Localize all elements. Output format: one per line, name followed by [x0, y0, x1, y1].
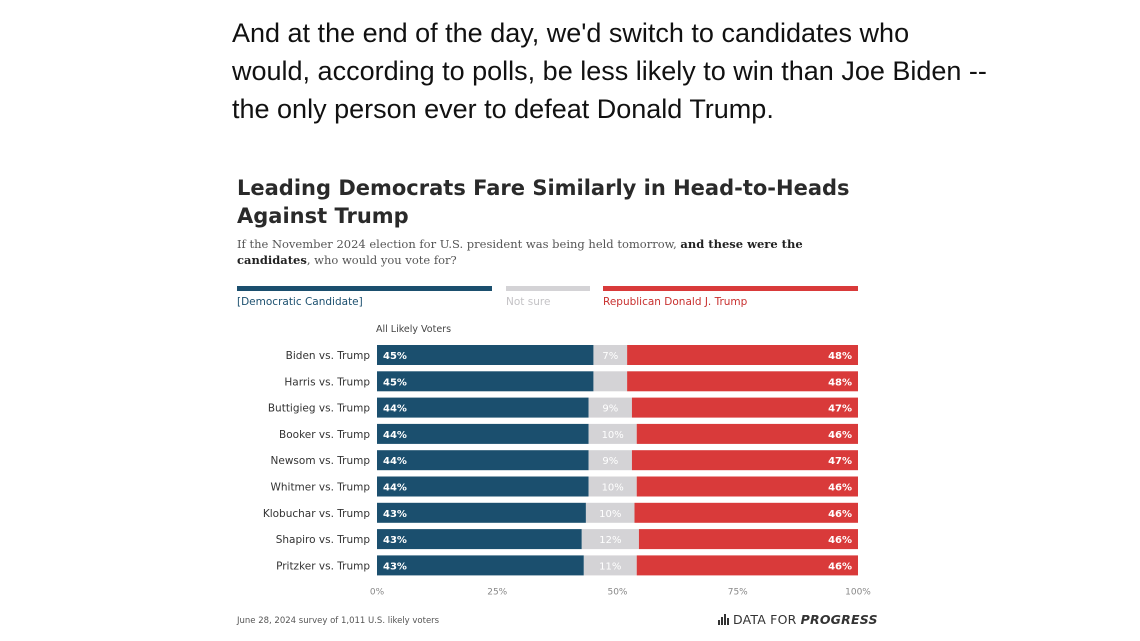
value-label-dem: 43%	[383, 561, 407, 572]
value-label-notsure: 10%	[602, 483, 624, 494]
legend-swatch-rep	[603, 286, 858, 291]
subtitle-part-3: , who would you vote for?	[306, 253, 457, 267]
value-label-dem: 45%	[383, 377, 407, 388]
survey-footnote: June 28, 2024 survey of 1,011 U.S. likel…	[237, 616, 440, 626]
subtitle-part-1: If the November 2024 election for U.S. p…	[237, 237, 681, 251]
value-label-dem: 44%	[383, 483, 407, 494]
value-label-rep: 46%	[828, 430, 852, 441]
group-label: All Likely Voters	[376, 324, 452, 335]
value-label-rep: 47%	[828, 404, 852, 415]
intro-paragraph: And at the end of the day, we'd switch t…	[232, 18, 987, 124]
bar-rep	[627, 371, 858, 392]
bar-dem	[377, 423, 589, 444]
value-label-rep: 46%	[828, 483, 852, 494]
brand-text-1: DATA FOR	[733, 612, 801, 627]
row-label: Pritzker vs. Trump	[276, 560, 370, 572]
value-label-notsure: 10%	[602, 430, 624, 441]
bar-notsure	[588, 476, 637, 497]
x-tick-label: 0%	[370, 587, 385, 597]
value-label-dem: 43%	[383, 535, 407, 546]
brand-logo: DATA FOR PROGRESS	[718, 612, 878, 628]
bar-notsure	[581, 529, 639, 550]
bar-notsure	[588, 450, 632, 471]
legend-label-rep: Republican Donald J. Trump	[603, 296, 748, 308]
x-tick-label: 50%	[607, 587, 627, 597]
brand-text-2: PROGRESS	[800, 612, 878, 627]
bar-rep	[631, 450, 858, 471]
value-label-rep: 46%	[828, 509, 852, 520]
row-label: Booker vs. Trump	[279, 429, 370, 441]
x-tick-label: 25%	[487, 587, 507, 597]
legend-label-notsure: Not sure	[506, 296, 551, 308]
value-label-rep: 46%	[828, 561, 852, 572]
x-tick-label: 75%	[728, 587, 748, 597]
bar-notsure	[588, 397, 632, 418]
x-tick-label: 100%	[845, 587, 871, 597]
value-label-notsure: 10%	[599, 509, 621, 520]
value-label-rep: 46%	[828, 535, 852, 546]
value-label-rep: 47%	[828, 456, 852, 467]
value-label-notsure: 7%	[602, 351, 618, 362]
subtitle-part-2: and these were the candidates	[237, 237, 803, 267]
value-label-dem: 43%	[383, 509, 407, 520]
bar-dem	[377, 371, 594, 392]
bar-rep	[636, 555, 858, 576]
bar-notsure	[588, 423, 637, 444]
value-label-notsure: 12%	[599, 535, 621, 546]
row-label: Shapiro vs. Trump	[276, 534, 371, 546]
legend-swatch-dem	[237, 286, 492, 291]
bar-dem	[377, 529, 582, 550]
row-label: Whitmer vs. Trump	[270, 482, 370, 494]
legend-swatch-notsure	[506, 286, 590, 291]
row-label: Newsom vs. Trump	[271, 455, 371, 467]
bar-notsure	[583, 555, 637, 576]
value-label-dem: 45%	[383, 351, 407, 362]
bar-rep	[631, 397, 858, 418]
bar-dem	[377, 502, 586, 523]
value-label-notsure: 11%	[599, 561, 621, 572]
bar-dem	[377, 555, 584, 576]
bar-rep	[638, 529, 858, 550]
row-label: Klobuchar vs. Trump	[263, 508, 370, 520]
bar-rep	[636, 476, 858, 497]
bar-rep	[636, 423, 858, 444]
bar-dem	[377, 397, 589, 418]
bar-rep	[627, 345, 858, 365]
bar-dem	[377, 476, 589, 497]
bar-notsure	[585, 502, 635, 523]
bar-notsure	[593, 345, 628, 365]
value-label-dem: 44%	[383, 456, 407, 467]
value-label-notsure: 9%	[602, 456, 618, 467]
bar-dem	[377, 450, 589, 471]
bar-dem	[377, 345, 594, 365]
row-label: Harris vs. Trump	[284, 376, 370, 388]
chart-title: Leading Democrats Fare Similarly in Head…	[237, 176, 850, 228]
legend-label-dem: [Democratic Candidate]	[237, 296, 363, 308]
bar-notsure	[593, 371, 628, 392]
bar-chart-logo-icon	[718, 613, 730, 628]
chart-subtitle: If the November 2024 election for U.S. p…	[237, 236, 837, 268]
value-label-rep: 48%	[828, 351, 852, 362]
value-label-rep: 48%	[828, 377, 852, 388]
value-label-dem: 44%	[383, 430, 407, 441]
bar-rep	[634, 502, 858, 523]
value-label-dem: 44%	[383, 404, 407, 415]
row-label: Biden vs. Trump	[286, 350, 371, 362]
value-label-notsure: 9%	[602, 404, 618, 415]
row-label: Buttigieg vs. Trump	[268, 403, 370, 415]
